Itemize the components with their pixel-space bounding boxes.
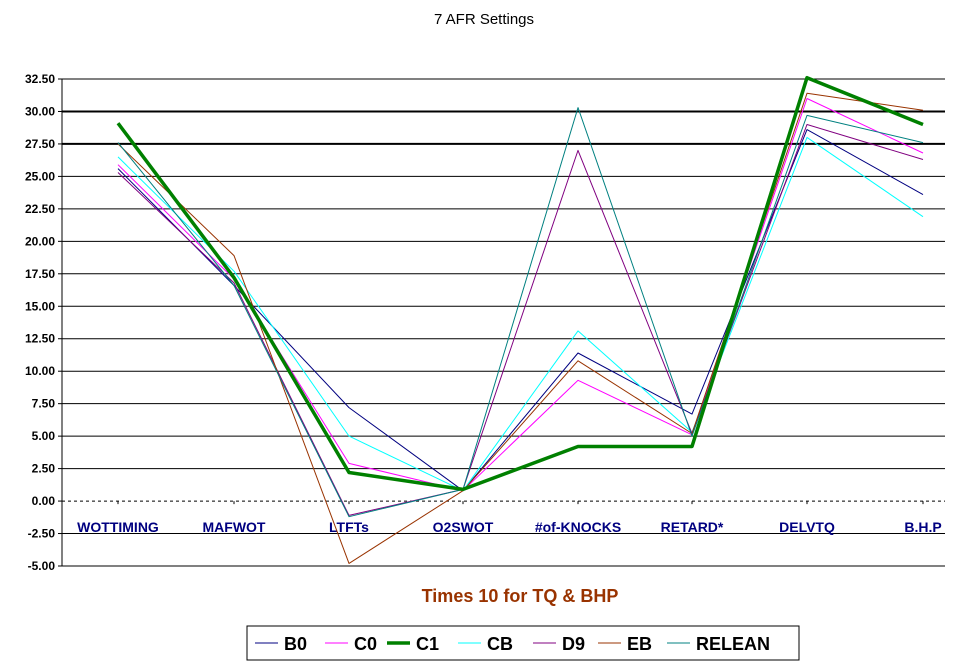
series-line-c1	[116, 75, 924, 492]
y-tick-label: 32.50	[25, 72, 55, 86]
x-tick-label: B.H.P	[904, 519, 941, 535]
series-line-relean	[117, 107, 924, 518]
series-lines	[116, 75, 924, 564]
legend: B0 C0 C1 CB D9 EB RELEAN	[246, 625, 800, 661]
y-tick-label: 20.00	[25, 234, 55, 248]
legend-label-relean: RELEAN	[696, 634, 770, 654]
y-tick-label: -2.50	[28, 527, 56, 541]
x-tick-label: RETARD*	[661, 519, 724, 535]
y-tick-label: 2.50	[32, 462, 56, 476]
y-tick-label: 5.00	[32, 429, 56, 443]
legend-label-b0: B0	[284, 634, 307, 654]
y-tick-label: 10.00	[25, 364, 55, 378]
y-tick-label: -5.00	[28, 559, 56, 573]
y-tick-label: 22.50	[25, 202, 55, 216]
series-line-eb	[117, 92, 924, 564]
legend-label-d9: D9	[562, 634, 585, 654]
x-tick-label: DELVTQ	[779, 519, 835, 535]
legend-label-c0: C0	[354, 634, 377, 654]
gridlines	[62, 78, 945, 567]
y-tick-label: 30.00	[25, 104, 55, 118]
x-tick-label: LTFTs	[329, 519, 369, 535]
x-tick-label: MAFWOT	[203, 519, 266, 535]
y-tick-label: 27.50	[25, 137, 55, 151]
x-axis-ticks: WOTTIMING MAFWOT LTFTs O2SWOT #of-KNOCKS RETA…	[77, 501, 942, 535]
y-tick-label: 17.50	[25, 267, 55, 281]
legend-label-c1: C1	[416, 634, 439, 654]
y-tick-label: 0.00	[32, 494, 56, 508]
series-line-cb	[117, 136, 924, 492]
legend-label-eb: EB	[627, 634, 652, 654]
chart-title: 7 AFR Settings	[434, 11, 534, 28]
y-tick-label: 25.00	[25, 169, 55, 183]
y-tick-label: 15.00	[25, 299, 55, 313]
legend-box	[246, 625, 800, 661]
x-axis-title: Times 10 for TQ & BHP	[422, 586, 619, 606]
x-tick-label: WOTTIMING	[77, 519, 159, 535]
y-tick-label: 12.50	[25, 332, 55, 346]
series-line-d9	[117, 124, 924, 516]
legend-label-cb: CB	[487, 634, 513, 654]
x-tick-label: O2SWOT	[433, 519, 494, 535]
y-tick-label: 7.50	[32, 397, 56, 411]
y-axis-ticks: -5.00 -2.50 0.00 2.50 5.00 7.50 10.00 12.50 15.0…	[25, 72, 62, 573]
x-tick-label: #of-KNOCKS	[535, 519, 621, 535]
